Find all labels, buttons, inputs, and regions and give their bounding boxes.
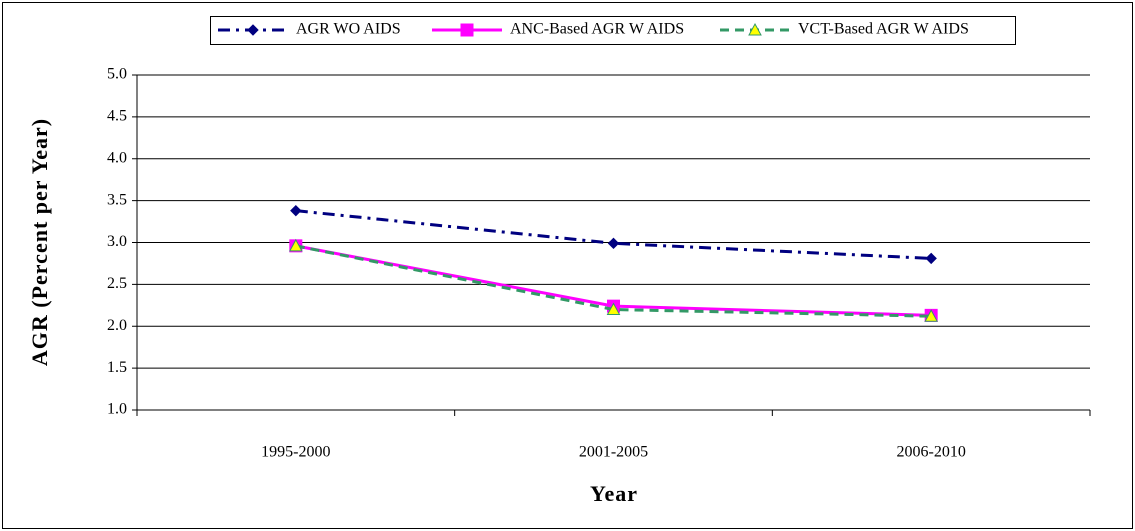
y-tick-label: 2.5 <box>107 275 127 292</box>
y-tick-label: 5.0 <box>107 66 127 83</box>
marker <box>924 309 939 322</box>
legend-label: VCT-Based AGR W AIDS <box>798 21 969 38</box>
legend-box <box>210 16 1016 45</box>
y-tick-label: 2.0 <box>107 317 127 334</box>
marker <box>925 252 937 265</box>
marker <box>606 302 621 315</box>
x-tick-label: 1995-2000 <box>261 444 330 461</box>
y-tick-label: 4.5 <box>107 108 127 125</box>
x-tick-label: 2006-2010 <box>897 444 966 461</box>
y-tick-label: 3.5 <box>107 191 127 208</box>
series-line <box>295 209 932 260</box>
y-axis-label: AGR (Percent per Year) <box>27 118 52 366</box>
legend-marker <box>247 24 259 36</box>
y-tick-label: 3.0 <box>107 233 127 250</box>
legend-marker <box>748 22 762 36</box>
marker <box>290 204 302 217</box>
x-tick-label: 2001-2005 <box>579 444 648 461</box>
legend-marker <box>460 23 474 37</box>
x-axis-label: Year <box>590 481 638 506</box>
marker <box>607 237 620 250</box>
y-tick-label: 4.0 <box>107 149 127 166</box>
legend-label: AGR WO AIDS <box>296 21 401 38</box>
legend-label: ANC-Based AGR W AIDS <box>510 21 684 38</box>
marker <box>288 238 303 252</box>
y-tick-label: 1.0 <box>107 401 127 418</box>
y-tick-label: 1.5 <box>107 359 127 376</box>
